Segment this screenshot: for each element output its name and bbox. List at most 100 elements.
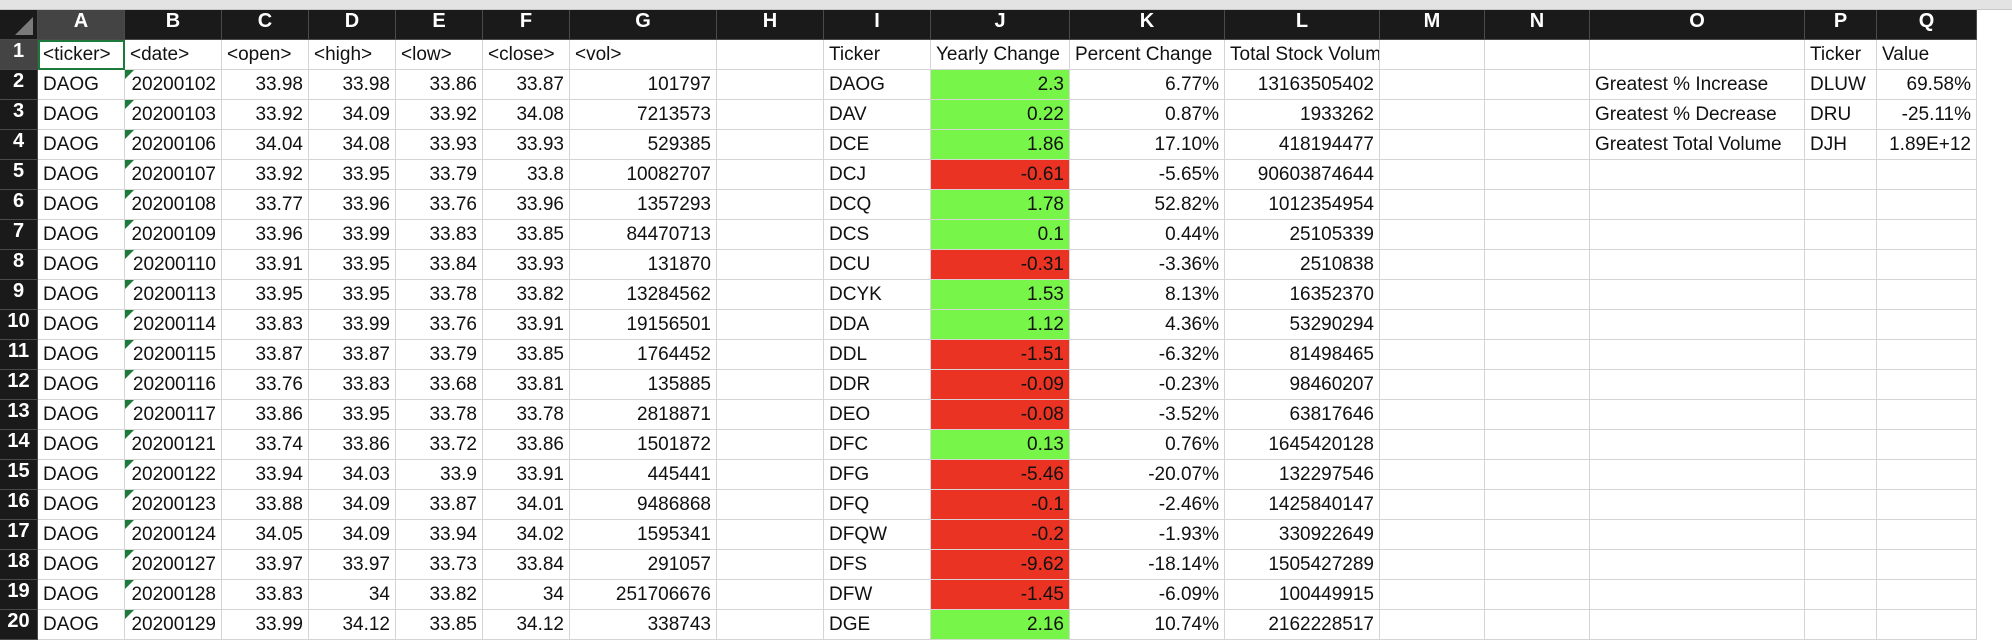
cell-n19[interactable]: [1485, 580, 1590, 610]
cell-d7[interactable]: 33.99: [309, 220, 396, 250]
cell-j14[interactable]: 0.13: [931, 430, 1070, 460]
cell-g4[interactable]: 529385: [570, 130, 717, 160]
cell-d18[interactable]: 33.97: [309, 550, 396, 580]
cell-i6[interactable]: DCQ: [824, 190, 931, 220]
cell-n7[interactable]: [1485, 220, 1590, 250]
cell-n3[interactable]: [1485, 100, 1590, 130]
select-all-corner[interactable]: [0, 10, 38, 40]
cell-q8[interactable]: [1877, 250, 1977, 280]
cell-e4[interactable]: 33.93: [396, 130, 483, 160]
cell-e7[interactable]: 33.83: [396, 220, 483, 250]
cell-h8[interactable]: [717, 250, 824, 280]
cell-i17[interactable]: DFQW: [824, 520, 931, 550]
cell-l16[interactable]: 1425840147: [1225, 490, 1380, 520]
cell-j19[interactable]: -1.45: [931, 580, 1070, 610]
cell-h15[interactable]: [717, 460, 824, 490]
cell-p11[interactable]: [1805, 340, 1877, 370]
cell-o19[interactable]: [1590, 580, 1805, 610]
cell-k5[interactable]: -5.65%: [1070, 160, 1225, 190]
cell-b17[interactable]: 20200124: [125, 520, 222, 550]
cell-m11[interactable]: [1380, 340, 1485, 370]
cell-f3[interactable]: 34.08: [483, 100, 570, 130]
cell-f9[interactable]: 33.82: [483, 280, 570, 310]
cell-a10[interactable]: DAOG: [38, 310, 125, 340]
cell-c18[interactable]: 33.97: [222, 550, 309, 580]
cell-b4[interactable]: 20200106: [125, 130, 222, 160]
cell-c5[interactable]: 33.92: [222, 160, 309, 190]
cell-n17[interactable]: [1485, 520, 1590, 550]
row-header-11[interactable]: 11: [0, 340, 38, 370]
cell-p16[interactable]: [1805, 490, 1877, 520]
cell-m13[interactable]: [1380, 400, 1485, 430]
cell-m6[interactable]: [1380, 190, 1485, 220]
cell-f18[interactable]: 33.84: [483, 550, 570, 580]
cell-g3[interactable]: 7213573: [570, 100, 717, 130]
cell-o6[interactable]: [1590, 190, 1805, 220]
column-header-q[interactable]: Q: [1877, 10, 1977, 40]
cell-p4[interactable]: DJH: [1805, 130, 1877, 160]
cell-i16[interactable]: DFQ: [824, 490, 931, 520]
row-header-2[interactable]: 2: [0, 70, 38, 100]
cell-d5[interactable]: 33.95: [309, 160, 396, 190]
cell-j5[interactable]: -0.61: [931, 160, 1070, 190]
row-header-8[interactable]: 8: [0, 250, 38, 280]
cell-f5[interactable]: 33.8: [483, 160, 570, 190]
cell-q7[interactable]: [1877, 220, 1977, 250]
cell-d17[interactable]: 34.09: [309, 520, 396, 550]
cell-g2[interactable]: 101797: [570, 70, 717, 100]
cell-i13[interactable]: DEO: [824, 400, 931, 430]
cell-m2[interactable]: [1380, 70, 1485, 100]
column-header-p[interactable]: P: [1805, 10, 1877, 40]
cell-e11[interactable]: 33.79: [396, 340, 483, 370]
cell-m1[interactable]: [1380, 40, 1485, 70]
cell-q9[interactable]: [1877, 280, 1977, 310]
cell-g17[interactable]: 1595341: [570, 520, 717, 550]
cell-n1[interactable]: [1485, 40, 1590, 70]
row-header-3[interactable]: 3: [0, 100, 38, 130]
cell-f4[interactable]: 33.93: [483, 130, 570, 160]
column-header-c[interactable]: C: [222, 10, 309, 40]
cell-o14[interactable]: [1590, 430, 1805, 460]
cell-h2[interactable]: [717, 70, 824, 100]
row-header-5[interactable]: 5: [0, 160, 38, 190]
cell-j11[interactable]: -1.51: [931, 340, 1070, 370]
cell-o9[interactable]: [1590, 280, 1805, 310]
cell-a16[interactable]: DAOG: [38, 490, 125, 520]
cell-p14[interactable]: [1805, 430, 1877, 460]
cell-g16[interactable]: 9486868: [570, 490, 717, 520]
cell-g9[interactable]: 13284562: [570, 280, 717, 310]
cell-l11[interactable]: 81498465: [1225, 340, 1380, 370]
cell-e14[interactable]: 33.72: [396, 430, 483, 460]
cell-o15[interactable]: [1590, 460, 1805, 490]
cell-d16[interactable]: 34.09: [309, 490, 396, 520]
cell-q2[interactable]: 69.58%: [1877, 70, 1977, 100]
cell-i7[interactable]: DCS: [824, 220, 931, 250]
cell-c13[interactable]: 33.86: [222, 400, 309, 430]
cell-a13[interactable]: DAOG: [38, 400, 125, 430]
cell-l19[interactable]: 100449915: [1225, 580, 1380, 610]
cell-j17[interactable]: -0.2: [931, 520, 1070, 550]
cell-q5[interactable]: [1877, 160, 1977, 190]
cell-k16[interactable]: -2.46%: [1070, 490, 1225, 520]
row-header-9[interactable]: 9: [0, 280, 38, 310]
cell-o7[interactable]: [1590, 220, 1805, 250]
row-header-12[interactable]: 12: [0, 370, 38, 400]
cell-g13[interactable]: 2818871: [570, 400, 717, 430]
cell-g10[interactable]: 19156501: [570, 310, 717, 340]
cell-k14[interactable]: 0.76%: [1070, 430, 1225, 460]
cell-m18[interactable]: [1380, 550, 1485, 580]
cell-e17[interactable]: 33.94: [396, 520, 483, 550]
cell-h4[interactable]: [717, 130, 824, 160]
cell-f8[interactable]: 33.93: [483, 250, 570, 280]
cell-b8[interactable]: 20200110: [125, 250, 222, 280]
cell-p10[interactable]: [1805, 310, 1877, 340]
cell-e8[interactable]: 33.84: [396, 250, 483, 280]
cell-q18[interactable]: [1877, 550, 1977, 580]
row-header-17[interactable]: 17: [0, 520, 38, 550]
cell-h6[interactable]: [717, 190, 824, 220]
cell-d1[interactable]: <high>: [309, 40, 396, 70]
cell-k1[interactable]: Percent Change: [1070, 40, 1225, 70]
cell-h1[interactable]: [717, 40, 824, 70]
cell-o16[interactable]: [1590, 490, 1805, 520]
cell-f11[interactable]: 33.85: [483, 340, 570, 370]
